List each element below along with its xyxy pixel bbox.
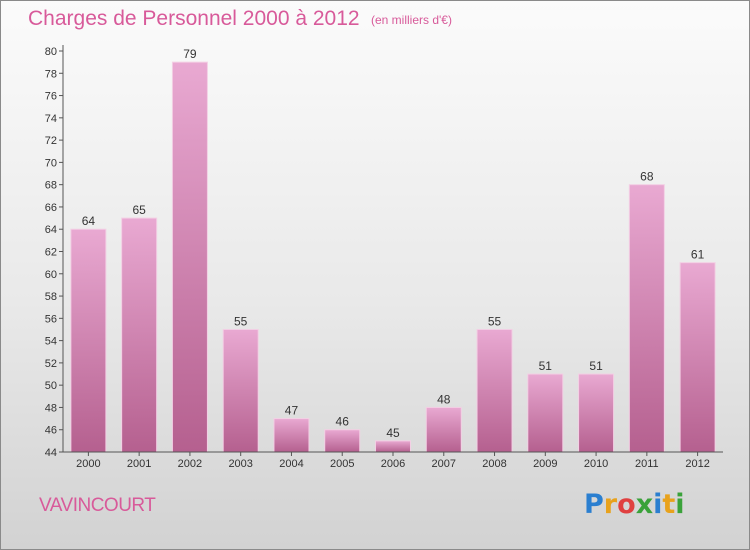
y-tick-label: 56 — [45, 313, 57, 325]
x-tick-label: 2009 — [533, 458, 557, 470]
x-tick-label: 2004 — [279, 458, 303, 470]
logo-letter: P — [584, 489, 604, 520]
y-tick-label: 76 — [45, 91, 57, 103]
bar — [273, 418, 310, 453]
logo-letter: i — [653, 489, 663, 520]
chart-subtitle: (en milliers d'€) — [371, 13, 452, 27]
bar-value-label: 46 — [336, 415, 350, 429]
y-tick-label: 74 — [45, 113, 57, 125]
bar-value-label: 65 — [132, 203, 146, 217]
bar — [70, 228, 107, 453]
y-tick-label: 46 — [45, 425, 57, 437]
bar-value-label: 48 — [437, 392, 451, 406]
bar — [476, 328, 513, 453]
x-tick-label: 2001 — [127, 458, 151, 470]
x-tick-label: 2005 — [330, 458, 354, 470]
y-tick-label: 50 — [45, 380, 57, 392]
bar — [527, 373, 564, 453]
y-tick-label: 60 — [45, 269, 57, 281]
y-tick-label: 58 — [45, 291, 57, 303]
x-tick-label: 2007 — [432, 458, 456, 470]
bar-value-label: 47 — [285, 404, 299, 418]
y-tick-label: 52 — [45, 358, 57, 370]
y-tick-label: 68 — [45, 180, 57, 192]
logo-letter: t — [662, 489, 676, 520]
x-tick-label: 2011 — [635, 458, 659, 470]
bar — [121, 217, 158, 453]
bar — [578, 373, 615, 453]
x-tick-label: 2010 — [584, 458, 608, 470]
logo-letter: i — [675, 489, 685, 520]
y-tick-label: 64 — [45, 224, 57, 236]
bar-value-label: 64 — [82, 214, 96, 228]
bar — [628, 184, 665, 453]
logo-letter: o — [617, 489, 636, 520]
y-tick-label: 78 — [45, 68, 57, 80]
bar — [679, 262, 716, 453]
bar — [222, 328, 259, 453]
logo-letter: x — [635, 489, 654, 520]
bar — [171, 61, 208, 453]
x-tick-label: 2002 — [178, 458, 202, 470]
bar-value-label: 45 — [386, 426, 400, 440]
bar-value-label: 51 — [539, 359, 553, 373]
bar-value-label: 61 — [691, 248, 705, 262]
y-tick-label: 48 — [45, 402, 57, 414]
bar-value-label: 68 — [640, 170, 654, 184]
proxiti-logo[interactable]: Proxiti — [584, 489, 685, 520]
commune-name: VAVINCOURT — [39, 495, 156, 516]
y-tick-label: 54 — [45, 336, 57, 348]
y-tick-label: 62 — [45, 247, 57, 259]
chart-title: Charges de Personnel 2000 à 2012 — [28, 7, 360, 30]
bar-value-label: 55 — [488, 314, 502, 328]
y-tick-label: 44 — [45, 447, 57, 459]
bar-value-label: 51 — [589, 359, 603, 373]
x-tick-label: 2012 — [685, 458, 709, 470]
y-tick-label: 80 — [45, 46, 57, 58]
bar-value-label: 79 — [183, 47, 197, 61]
bar — [425, 406, 462, 453]
bar — [324, 429, 361, 453]
y-tick-label: 66 — [45, 202, 57, 214]
x-tick-label: 2003 — [228, 458, 252, 470]
y-tick-label: 70 — [45, 157, 57, 169]
bar-value-label: 55 — [234, 314, 248, 328]
y-tick-label: 72 — [45, 135, 57, 147]
x-tick-label: 2008 — [482, 458, 506, 470]
logo-letter: r — [603, 489, 618, 520]
bar — [375, 440, 411, 453]
x-tick-label: 2006 — [381, 458, 405, 470]
x-tick-label: 2000 — [76, 458, 100, 470]
